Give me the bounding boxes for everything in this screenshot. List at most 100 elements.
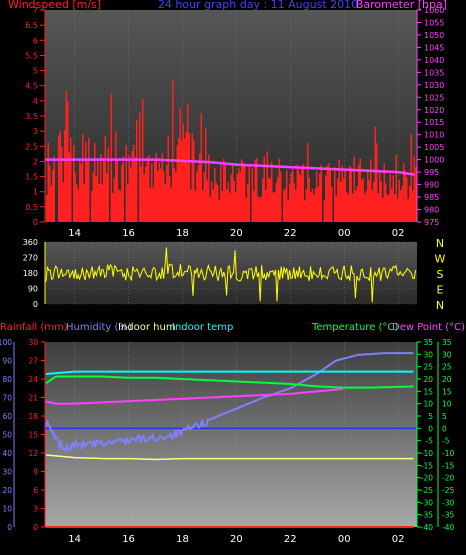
windspeed-bar [149, 187, 151, 222]
windspeed-bar [160, 168, 162, 222]
windspeed-bar [319, 173, 321, 222]
windspeed-bar [295, 189, 297, 222]
windspeed-bar [113, 178, 115, 222]
windspeed-bar [233, 180, 235, 222]
windspeed-bar [278, 158, 280, 222]
tick-label: -40 [421, 523, 433, 532]
windspeed-bar [62, 182, 64, 222]
tick-label: 0 [428, 424, 433, 433]
windspeed-bar [77, 188, 79, 222]
windspeed-bar [331, 186, 333, 222]
x-tick-label: 16 [122, 228, 135, 239]
windspeed-bar [80, 163, 82, 222]
windspeed-bar [197, 165, 199, 222]
windspeed-bar [218, 199, 220, 222]
windspeed-bar [95, 176, 97, 222]
series-label: Indoor hum [118, 322, 176, 333]
windspeed-bar [262, 178, 264, 222]
rainfall-axis: 0 3 6 9 12 15 18 21 24 27 30 [28, 338, 46, 532]
windspeed-bar [101, 184, 103, 222]
windspeed-bar [265, 190, 267, 222]
tick-label: 4 [33, 97, 38, 106]
tick-label: 27 [28, 357, 38, 366]
tick-label: -30 [442, 498, 454, 507]
tick-label: 6 [33, 36, 38, 45]
tick-label: 10 [442, 400, 452, 409]
windspeed-bar [317, 186, 319, 222]
windspeed-bar [364, 193, 366, 222]
windspeed-bar [299, 174, 301, 222]
windspeed-bar [110, 93, 112, 222]
windspeed-bar [334, 167, 336, 222]
windspeed-axis: 0 0.5 1 1.5 2 2.5 3 3.5 4 4.5 5 5.5 6 6.5 7 [25, 6, 46, 227]
windspeed-bar [371, 190, 373, 222]
windspeed-bar [359, 158, 361, 222]
windspeed-bar [178, 138, 180, 222]
windspeed-bar [46, 195, 48, 222]
windspeed-bar [410, 134, 412, 222]
windspeed-bar [305, 188, 307, 222]
windspeed-bar [116, 159, 118, 222]
tick-label: -5 [426, 437, 434, 446]
windspeed-bar [52, 170, 54, 222]
tick-label: 100 [0, 338, 12, 347]
windspeed-bar [97, 161, 99, 222]
windspeed-bar [154, 158, 156, 222]
compass-label: N [436, 237, 444, 250]
windspeed-bar [401, 186, 403, 222]
x-tick-label: 20 [230, 228, 243, 239]
time-axis: 14 16 18 20 22 00 02 [68, 228, 404, 239]
tick-label: -30 [421, 498, 433, 507]
windspeed-bar [349, 166, 351, 222]
windspeed-bar [53, 156, 55, 222]
x-tick-label: 02 [392, 534, 405, 545]
tick-label: 1055 [424, 18, 444, 27]
tick-label: 30 [442, 350, 452, 359]
windspeed-bar [92, 172, 94, 222]
windspeed-bar [392, 175, 394, 222]
windspeed-bar [296, 164, 298, 222]
tick-label: 1000 [424, 156, 444, 165]
windspeed-bar [340, 181, 342, 222]
windspeed-bar [386, 193, 388, 222]
windspeed-axis-label: Windspeed [m/s] [8, 0, 101, 11]
windspeed-bar [253, 190, 255, 222]
windspeed-bar [308, 177, 310, 222]
x-tick-label: 00 [338, 228, 351, 239]
windspeed-bar [266, 151, 268, 222]
series-lines [45, 352, 414, 528]
windspeed-bar [271, 161, 273, 222]
windspeed-bar [187, 103, 189, 222]
tick-label: 1025 [424, 93, 444, 102]
windspeed-bar [173, 167, 175, 222]
series-label: Humidity (%) [66, 322, 132, 333]
tick-label: 35 [442, 338, 452, 347]
windspeed-bar [380, 181, 382, 222]
windspeed-bar [368, 179, 370, 222]
windspeed-bar [229, 192, 231, 222]
x-tick-label: 22 [284, 228, 297, 239]
windspeed-bar [388, 194, 390, 222]
windspeed-bar [190, 189, 192, 222]
tick-label: 1045 [424, 43, 444, 52]
tick-label: 9 [33, 468, 38, 477]
windspeed-bar [118, 189, 120, 222]
tick-label: 3 [33, 127, 38, 136]
tick-label: 1020 [424, 106, 444, 115]
windspeed-bar [323, 200, 325, 222]
windspeed-bar [206, 179, 208, 222]
tick-label: 40 [2, 449, 12, 458]
tick-label: 1015 [424, 118, 444, 127]
windspeed-bar [314, 188, 316, 222]
windspeed-bar [235, 192, 237, 222]
tick-label: 1010 [424, 131, 444, 140]
tick-label: -20 [442, 474, 454, 483]
windspeed-bar [352, 193, 354, 222]
windspeed-bar [247, 183, 249, 222]
windspeed-bar [287, 199, 289, 222]
windspeed-bar [320, 164, 322, 222]
windspeed-bar [257, 196, 259, 222]
